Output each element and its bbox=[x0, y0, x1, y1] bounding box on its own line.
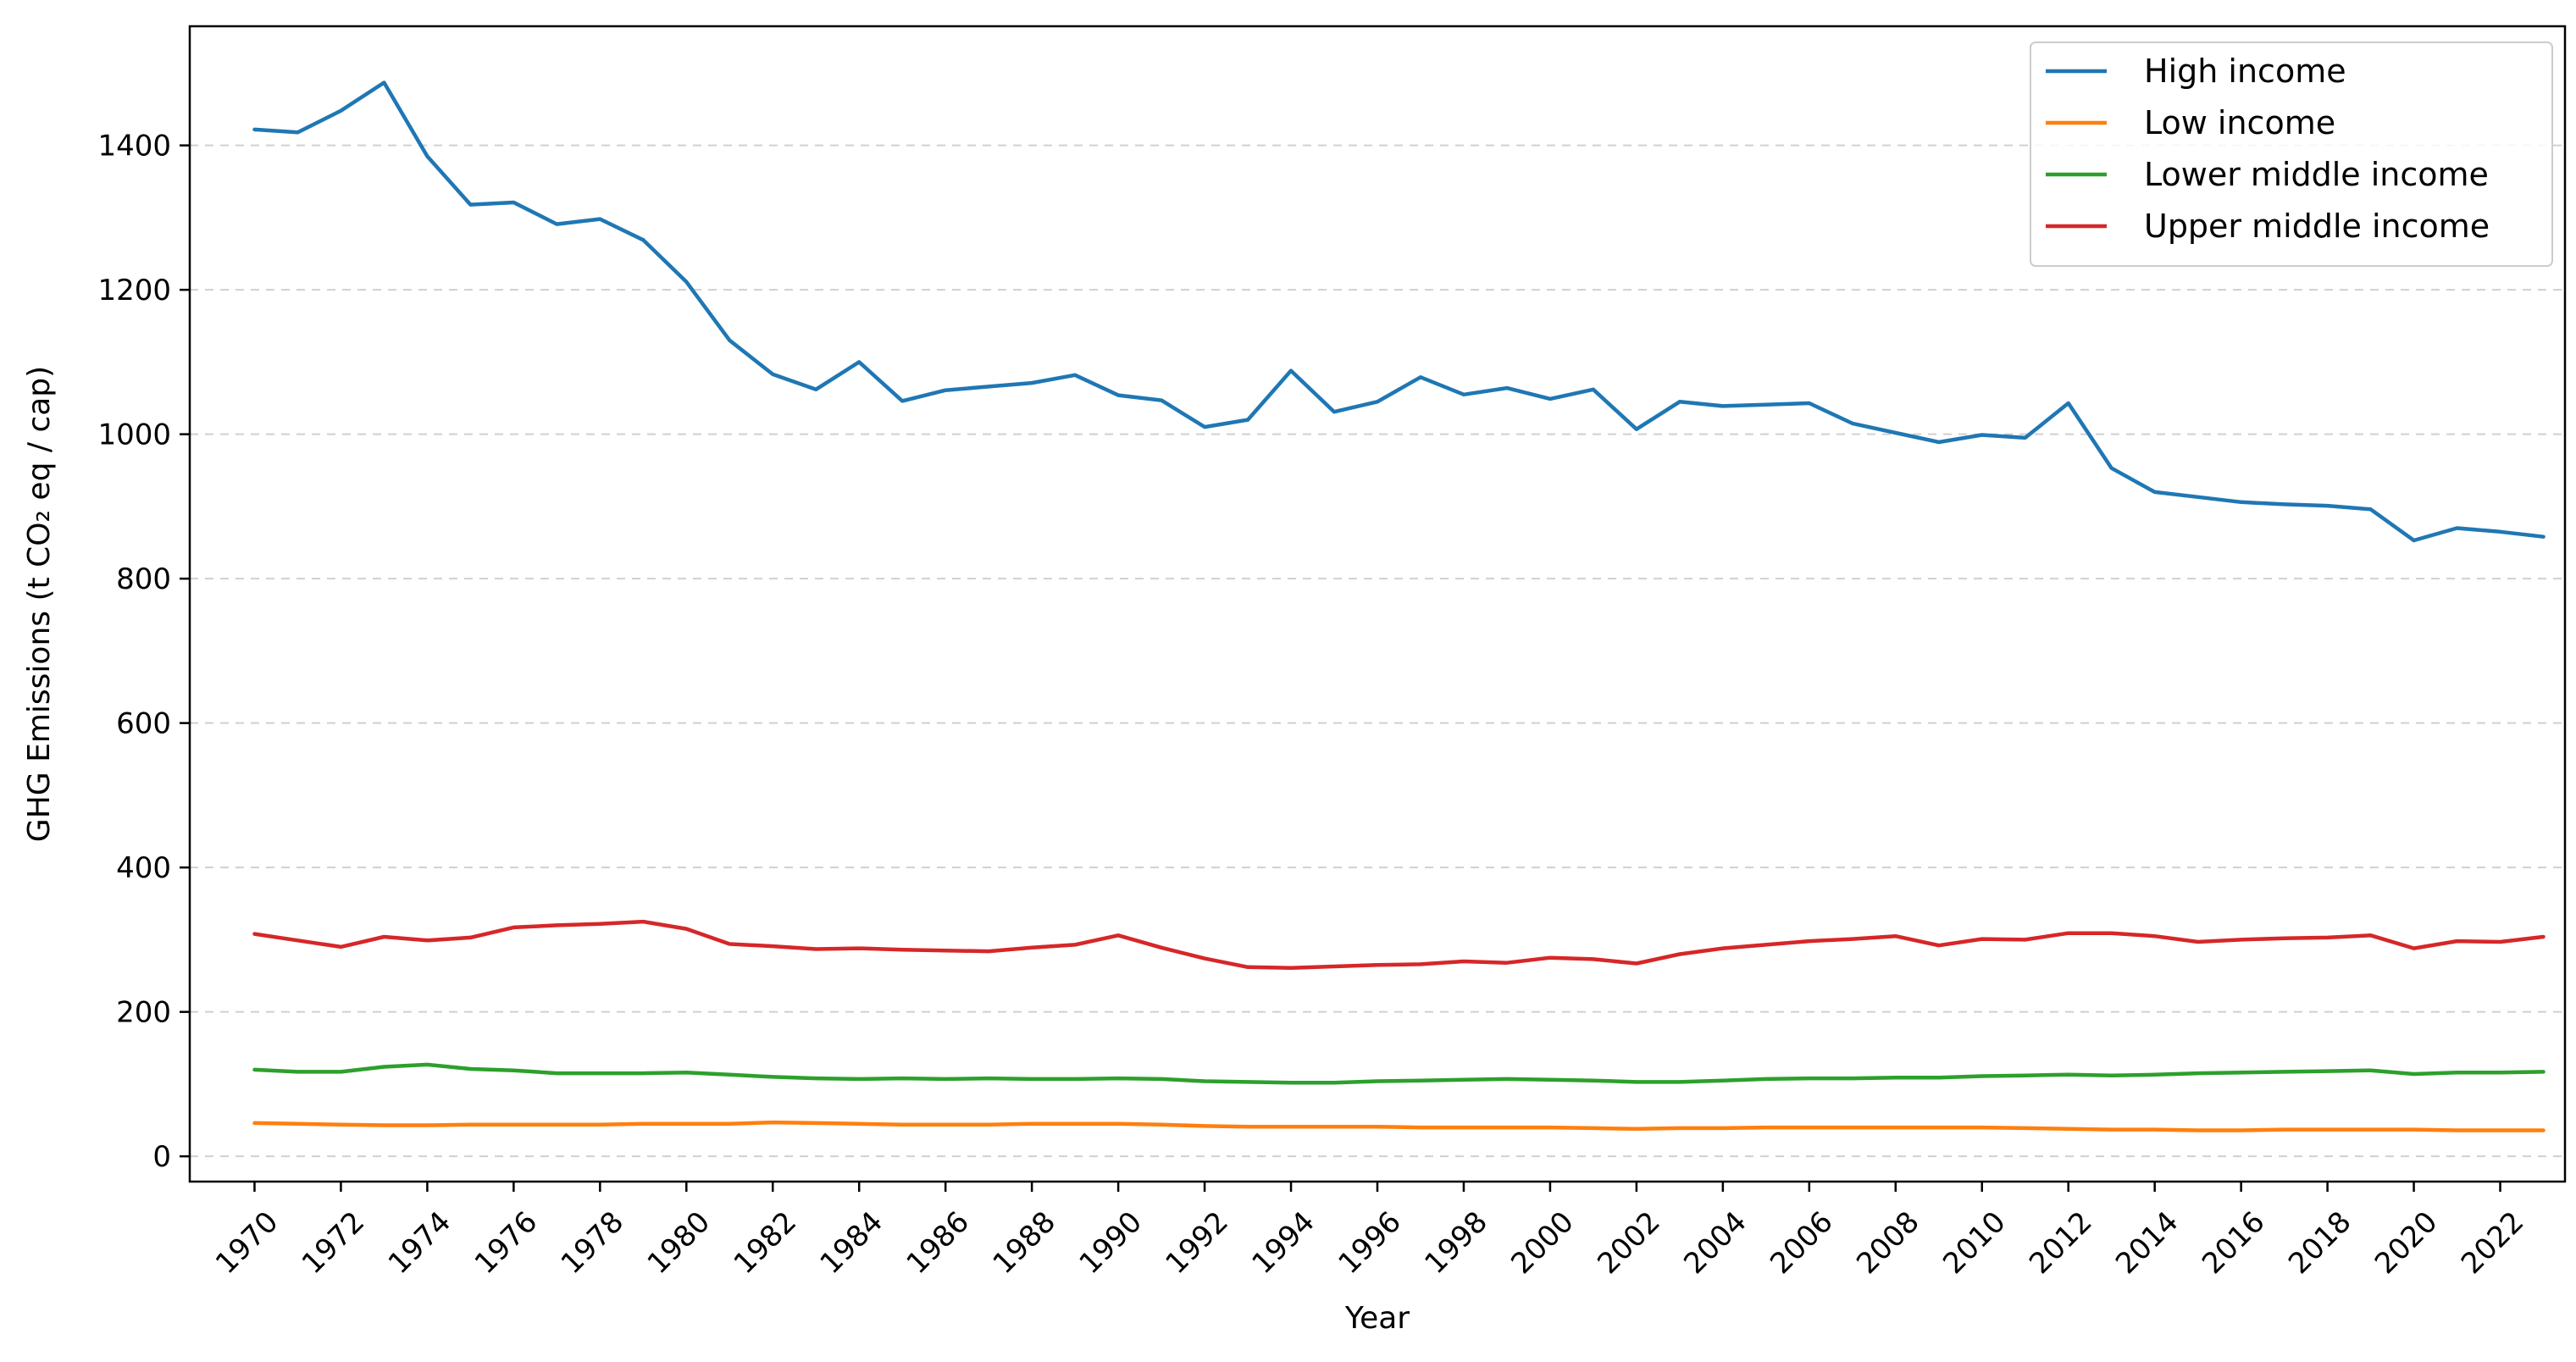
legend-label: Low income bbox=[2144, 104, 2335, 141]
legend-label: Lower middle income bbox=[2144, 156, 2489, 193]
legend: High income Low income Lower middle income… bbox=[2030, 42, 2553, 267]
y-tick-label: 400 bbox=[116, 851, 171, 885]
y-tick-label: 1400 bbox=[97, 130, 171, 163]
y-tick-label: 1200 bbox=[97, 274, 171, 307]
series-line-upper-middle-income bbox=[252, 919, 2546, 970]
y-axis-label: GHG Emissions (t CO₂ eq / cap) bbox=[22, 366, 57, 842]
y-tick-label: 800 bbox=[116, 562, 171, 596]
legend-label: High income bbox=[2144, 53, 2346, 90]
series-line-high-income bbox=[252, 80, 2546, 543]
x-axis-label: Year bbox=[1344, 1301, 1410, 1336]
series-line-low-income bbox=[252, 1120, 2546, 1132]
y-axis-ticks: 0 200 400 600 800 1000 1200 1400 bbox=[97, 130, 190, 1174]
series-line-lower-middle-income bbox=[252, 1062, 2546, 1085]
legend-label: Upper middle income bbox=[2144, 208, 2490, 245]
y-tick-label: 200 bbox=[116, 996, 171, 1030]
series-lines bbox=[252, 80, 2546, 1132]
y-tick-label: 600 bbox=[116, 707, 171, 741]
legend-box bbox=[2030, 42, 2553, 267]
y-tick-label: 0 bbox=[152, 1140, 171, 1174]
y-tick-label: 1000 bbox=[97, 418, 171, 452]
